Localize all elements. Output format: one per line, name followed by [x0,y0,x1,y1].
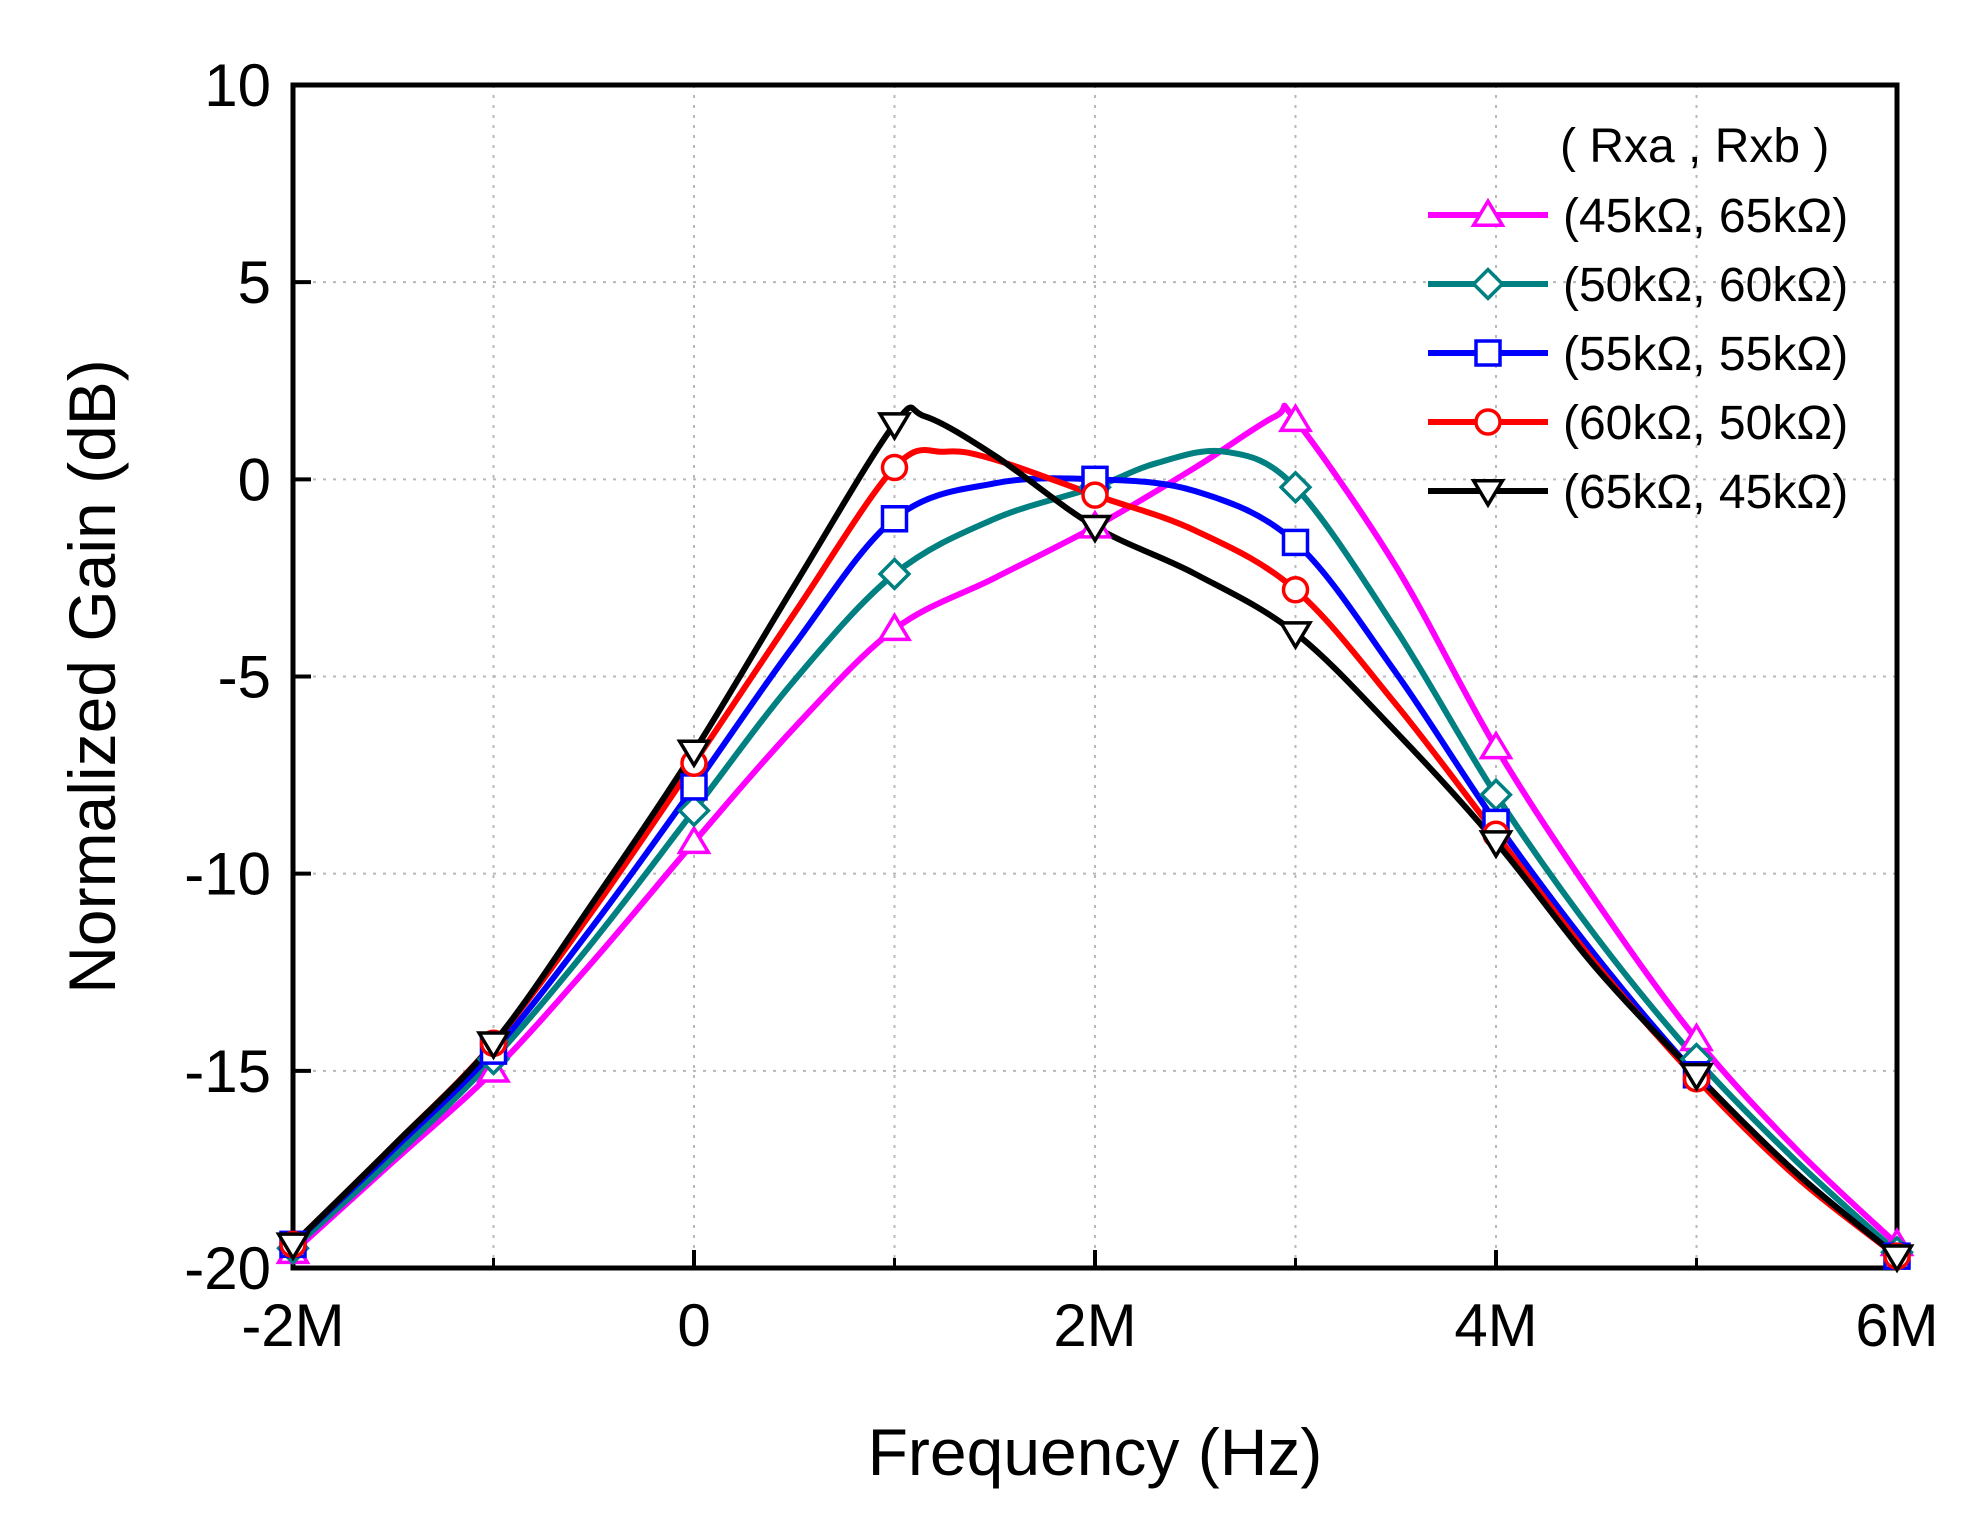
legend-label: (60kΩ, 50kΩ) [1563,397,1848,450]
x-tick-label: 4M [1454,1292,1537,1359]
data-point [877,611,912,642]
data-point [880,453,909,482]
legend-marker [1471,267,1505,301]
legend-marker [1474,339,1502,367]
data-point [1278,621,1313,651]
data-point [1278,470,1313,505]
legend-marker [1474,408,1502,436]
x-tick-label: 2M [1053,1292,1136,1359]
marker-layer [275,402,1915,1274]
data-point [1281,528,1310,557]
y-tick-label: -10 [184,841,271,908]
legend-label: (45kΩ, 65kΩ) [1563,190,1848,243]
legend-marker [1470,479,1506,509]
legend: ( Rxa , Rxb ) (45kΩ, 65kΩ) (50kΩ, 60kΩ) (55… [1428,120,1848,519]
legend-title: ( Rxa , Rxb ) [1560,120,1829,173]
axes: -2M 0 2M 4M 6M 10 5 0 -5 -10 -15 -20 [184,52,1938,1359]
data-point [680,773,708,801]
y-tick-label: 0 [238,446,271,513]
y-tick-label: -15 [184,1038,271,1105]
data-point [877,412,912,442]
series-line-1 [290,447,1900,1255]
legend-label: (50kΩ, 60kΩ) [1563,259,1848,312]
data-point [1278,402,1313,433]
data-point [1679,1062,1714,1092]
data-point [1879,1244,1915,1274]
legend-marker [1470,197,1506,227]
x-axis-title: Frequency (Hz) [868,1415,1323,1489]
y-tick-label: 10 [204,52,271,119]
x-tick-label: -2M [241,1292,344,1359]
data-point [676,824,712,855]
y-tick-label: 5 [238,249,271,316]
data-point [1081,481,1109,509]
data-point [1478,730,1514,760]
data-point [1478,830,1514,860]
data-point [877,557,912,591]
y-axis-title: Normalized Gain (dB) [55,359,129,994]
data-point [676,739,712,769]
data-point [880,505,909,533]
data-point [275,1232,311,1262]
data-point [1077,514,1113,544]
data-point [677,793,711,828]
y-tick-label: -5 [218,644,271,711]
series-line-4 [290,404,1899,1259]
series-layer [290,402,1900,1259]
x-tick-label: 0 [677,1292,710,1359]
y-tick-label: -20 [184,1235,271,1302]
x-tick-label: 6M [1855,1292,1938,1359]
data-point [476,1031,511,1061]
data-point [1281,575,1310,604]
legend-label: (55kΩ, 55kΩ) [1563,328,1848,381]
legend-label: (65kΩ, 45kΩ) [1563,466,1848,519]
